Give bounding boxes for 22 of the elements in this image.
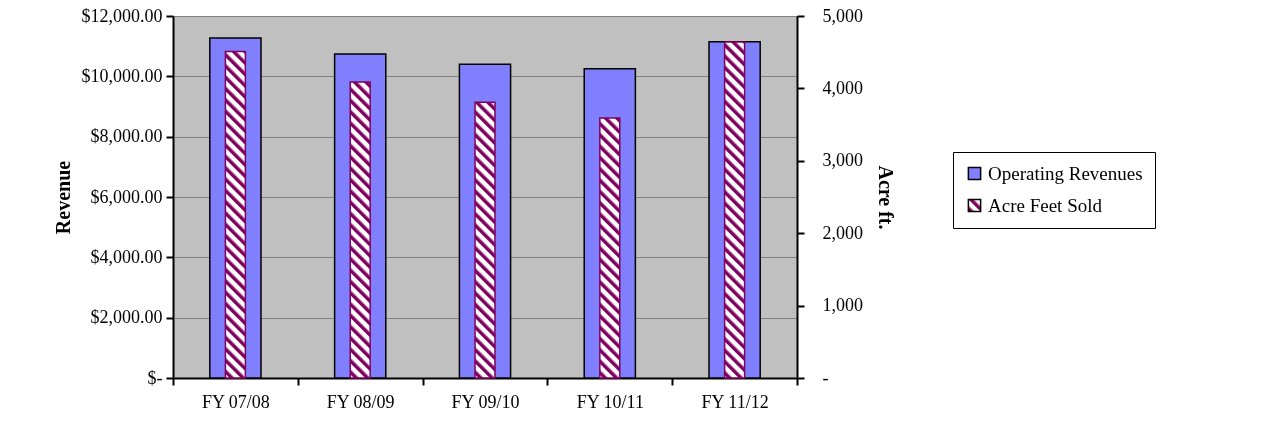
y-tick-label: $2,000.00 [90,307,163,328]
y-tick-label: $4,000.00 [90,246,163,267]
y2-tick-label: - [822,367,829,388]
legend-label: Operating Revenues [988,162,1143,184]
y-tick-label: $6,000.00 [90,186,163,207]
y-axis-title: Revenue [51,160,74,235]
y-tick-label: $- [147,367,163,388]
y2-tick-label: 5,000 [822,5,863,26]
y2-tick-label: 1,000 [822,295,863,316]
x-tick-label: FY 08/09 [326,391,395,412]
y-tick-label: $12,000.00 [81,5,163,26]
x-tick-label: FY 11/12 [701,391,769,412]
y2-tick-label: 3,000 [822,150,863,171]
x-tick-label: FY 07/08 [201,391,270,412]
y2-axis-title: Acre ft. [875,165,897,230]
y-tick-label: $8,000.00 [90,126,163,147]
x-tick-label: FY 09/10 [451,391,520,412]
y2-tick-label: 4,000 [822,77,863,98]
y2-tick-label: 2,000 [822,222,863,243]
x-tick-label: FY 10/11 [576,391,644,412]
legend-label: Acre Feet Sold [988,194,1103,216]
y-tick-label: $10,000.00 [81,65,163,86]
